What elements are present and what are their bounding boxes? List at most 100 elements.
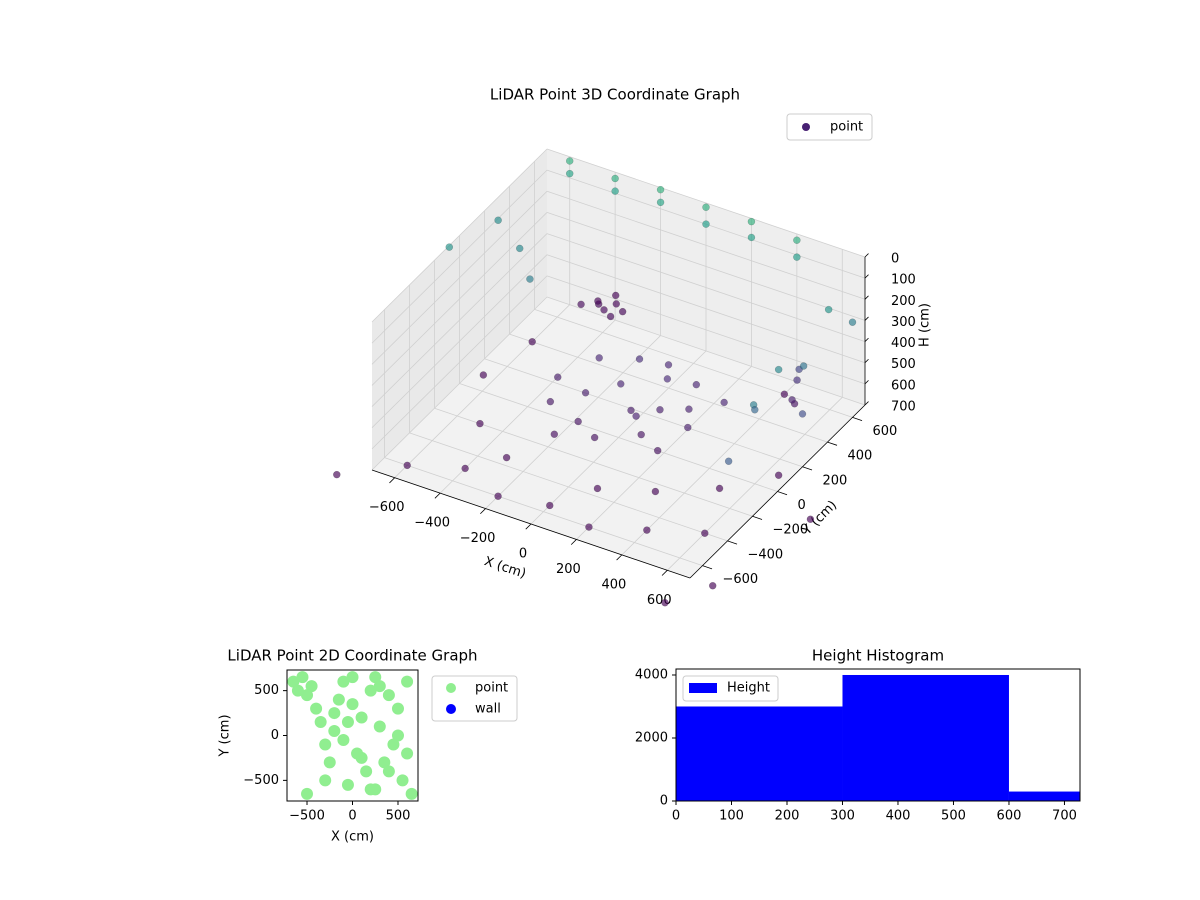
point (664, 361, 673, 369)
tick-mark (389, 477, 395, 484)
y-axis-label: Y (cm) (218, 714, 233, 757)
legend-marker (446, 704, 456, 714)
grid-line (546, 296, 866, 406)
x-tick-label: −600 (369, 500, 405, 515)
point (656, 406, 664, 414)
tick-mark (727, 540, 738, 545)
point (328, 707, 341, 720)
point (319, 738, 332, 751)
point (585, 523, 593, 531)
y-tick-label: 200 (823, 473, 848, 488)
y-tick-label: 0 (660, 794, 668, 809)
x-tick-label: 300 (830, 809, 855, 824)
point (346, 698, 359, 711)
point (494, 492, 502, 500)
grid-line (484, 358, 803, 468)
grid-line (546, 190, 866, 300)
tick-mark (434, 492, 441, 499)
tick-mark (616, 554, 623, 561)
grid-line (371, 212, 548, 386)
x-tick-label: 0 (519, 547, 527, 562)
point (793, 253, 801, 261)
point (661, 598, 669, 607)
point (799, 362, 808, 370)
axes-frame (675, 668, 1081, 802)
point (793, 376, 801, 384)
y-tick-label: 0 (798, 498, 806, 513)
point (581, 389, 590, 397)
y-tick-label: 2000 (635, 730, 668, 745)
tick-mark (702, 565, 713, 570)
tick-mark (864, 401, 869, 406)
x-tick-label: 0 (672, 809, 680, 824)
point (526, 275, 534, 283)
point (747, 233, 756, 242)
tick-mark (864, 295, 869, 300)
point (341, 778, 354, 791)
grid-line (371, 296, 548, 471)
grid-line (546, 148, 866, 258)
tick-mark (480, 508, 486, 515)
point (685, 405, 693, 413)
point (550, 430, 559, 439)
point (401, 747, 414, 760)
x-tick-label: −500 (289, 809, 325, 824)
tick-mark (864, 337, 869, 342)
point (396, 774, 409, 787)
x-tick-label: 700 (1052, 809, 1077, 824)
point (627, 406, 635, 415)
legend-label: wall (475, 702, 501, 717)
point (577, 300, 585, 309)
point (651, 487, 660, 496)
point (301, 787, 314, 800)
tick-mark (864, 253, 869, 258)
point (708, 581, 717, 590)
point (382, 765, 395, 778)
point (702, 203, 710, 211)
grid-line (371, 169, 548, 344)
point (291, 684, 304, 697)
x-tick-label: −400 (414, 516, 450, 531)
y-tick-label: 600 (873, 424, 898, 439)
y-axis-line (689, 404, 866, 579)
clip-mask (212, 656, 430, 823)
grid-line (546, 233, 866, 342)
point (360, 765, 373, 778)
point (369, 671, 382, 684)
x-tick-label: 500 (941, 809, 966, 824)
y-tick-label: 0 (271, 728, 279, 743)
z-tick-label: 100 (891, 273, 916, 288)
grid-line (371, 233, 548, 407)
point (702, 220, 710, 228)
point (528, 338, 536, 346)
point (373, 680, 386, 693)
z-tick-label: 700 (891, 400, 916, 415)
grid-line (371, 148, 548, 323)
x-axis-line (371, 469, 691, 579)
x-tick-label: 400 (886, 809, 911, 824)
point (515, 244, 524, 253)
point (445, 243, 454, 251)
point (405, 787, 418, 800)
point (747, 217, 756, 226)
point (611, 187, 619, 195)
point (364, 783, 377, 796)
point (593, 484, 602, 493)
legend-marker (689, 683, 717, 693)
x-tick-label: 600 (647, 593, 672, 608)
point (341, 716, 354, 729)
y-tick-label: 400 (848, 449, 873, 464)
point (328, 725, 341, 738)
point (378, 756, 391, 769)
point (355, 751, 368, 764)
point (793, 236, 801, 244)
point (720, 398, 728, 407)
y-tick-label: 4000 (635, 667, 668, 682)
legend-label: point (830, 120, 863, 135)
point (848, 318, 857, 326)
point (656, 185, 665, 194)
z-tick-label: 600 (891, 378, 916, 393)
point (824, 305, 833, 314)
point (323, 756, 336, 769)
